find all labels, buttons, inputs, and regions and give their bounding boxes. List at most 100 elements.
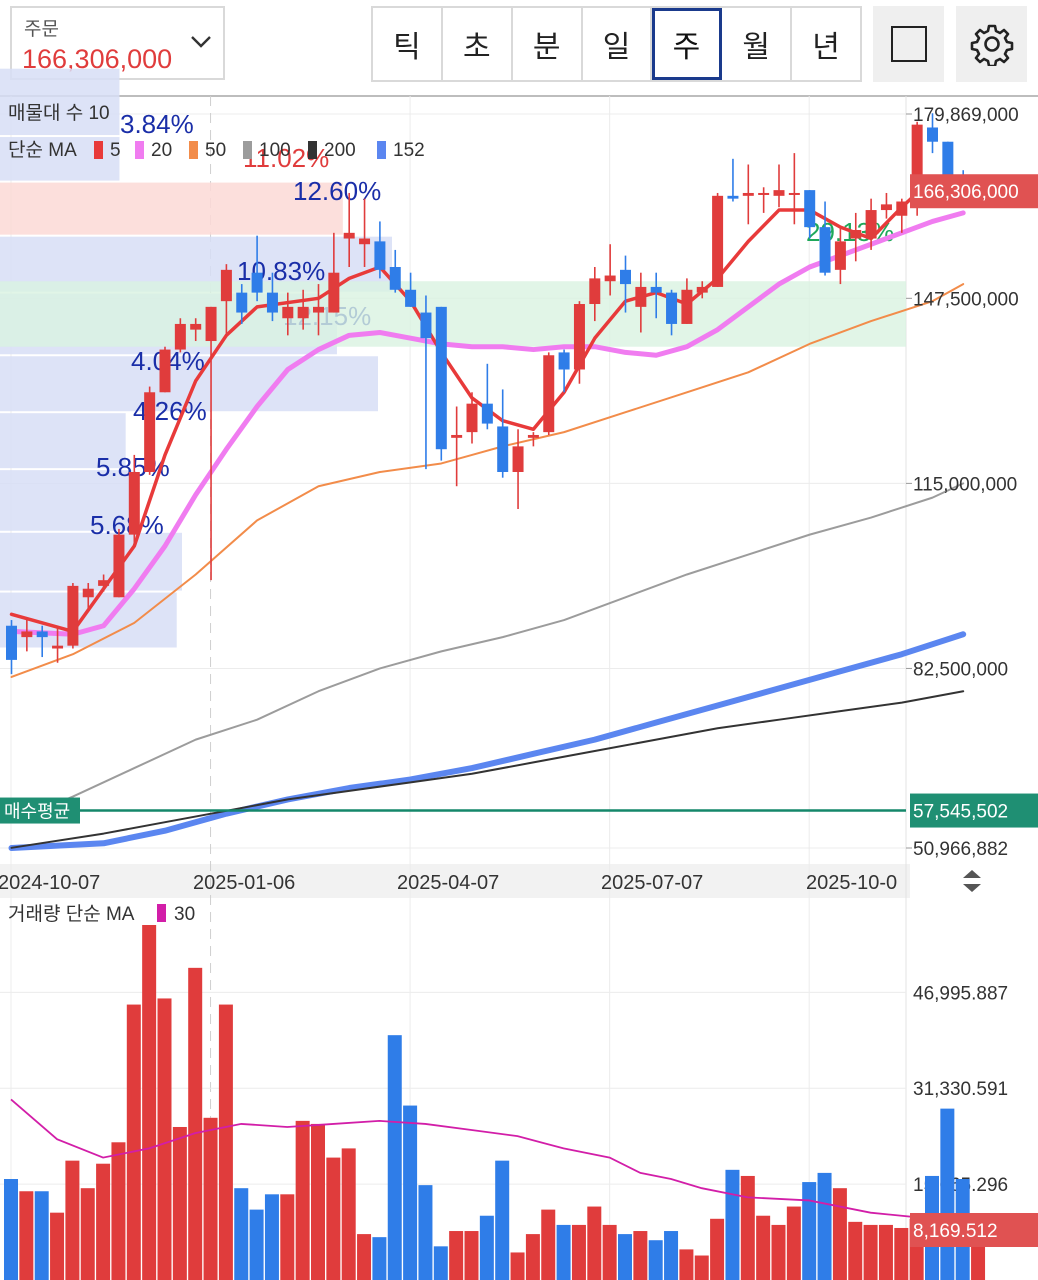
volume-bar <box>80 1188 95 1280</box>
candle-body <box>389 266 401 290</box>
candle-body <box>527 434 539 438</box>
current-price-label: 166,306,000 <box>913 182 1019 203</box>
candle-body <box>819 227 831 273</box>
chart-legend: 매물대 수 10 단순 MA 5 20 50 100 200 152 거래량 단순 MA 30 <box>8 102 425 925</box>
moving-averages <box>8 176 967 851</box>
volume-bar <box>418 1185 433 1280</box>
purchase-average-line: 매수평균 <box>0 797 906 824</box>
purchase-average-label: 매수평균 <box>4 802 70 822</box>
volume-bar <box>326 1157 341 1280</box>
volume-bar <box>510 1252 525 1280</box>
order-selector[interactable]: 주문 166,306,000 <box>10 6 225 80</box>
candle-body <box>804 190 816 228</box>
volume-bar <box>740 1175 755 1280</box>
candle-body <box>282 306 294 319</box>
purchase-average-value-label: 57,545,502 <box>913 802 1008 823</box>
period-week-button[interactable]: 주 <box>652 8 723 80</box>
order-label: 주문 <box>24 19 59 40</box>
settings-button[interactable] <box>956 6 1027 82</box>
ma-legend-label: 152 <box>393 140 425 161</box>
date-tick-label: 2025-10-0 <box>806 872 897 894</box>
period-day-button[interactable]: 일 <box>583 8 653 80</box>
candle-body <box>159 349 171 393</box>
ma-legend-swatch <box>243 141 252 159</box>
ma-legend-label: 100 <box>259 140 291 161</box>
gear-icon <box>970 24 1013 66</box>
volume-bar <box>602 1224 617 1280</box>
candle-body <box>205 306 217 342</box>
volume-legend-prefix: 거래량 단순 MA <box>8 903 135 925</box>
candle-body <box>144 392 156 472</box>
price-tick-label: 82,500,000 <box>913 659 1008 680</box>
volume-bar <box>756 1215 771 1280</box>
ma-legend-label: 50 <box>205 140 226 161</box>
price-tick-label: 147,500,000 <box>913 289 1019 310</box>
period-year-button[interactable]: 년 <box>812 31 840 64</box>
x-axis: 2024-10-07 2025-01-06 2025-04-07 2025-07-07… <box>0 872 897 894</box>
ma-legend-label: 5 <box>110 140 121 161</box>
volume-bar <box>295 1120 310 1280</box>
fullscreen-button[interactable] <box>873 6 944 82</box>
ma50-line <box>10 283 965 678</box>
volume-bar <box>19 1191 34 1280</box>
volume-bar <box>188 967 203 1280</box>
updown-arrows-icon <box>963 870 981 892</box>
volume-bar <box>802 1182 817 1280</box>
candle-body <box>174 323 186 350</box>
purchase-average-value-tag <box>910 793 1038 828</box>
volume-bar <box>403 1105 418 1280</box>
period-minute-button[interactable]: 분 <box>513 8 583 80</box>
candle-body <box>113 534 125 598</box>
candles <box>6 113 969 675</box>
volume-bar <box>556 1224 571 1280</box>
current-price-tag <box>910 174 1038 209</box>
chevron-down-icon[interactable] <box>189 34 213 50</box>
candle-body <box>635 286 647 307</box>
ma-legend-prefix: 단순 MA <box>8 139 77 161</box>
volume-bar <box>34 1191 49 1280</box>
price-tick-label: 115,000,000 <box>913 474 1017 495</box>
candle-body <box>573 304 585 370</box>
candle-body <box>911 124 923 208</box>
candle-body <box>788 192 800 195</box>
period-tick-button[interactable]: 틱 <box>373 8 443 80</box>
volume-tick-label: 46,995.887 <box>913 983 1008 1004</box>
candle-body <box>266 292 278 313</box>
volume-bar <box>894 1227 909 1280</box>
volume-bar <box>311 1123 325 1280</box>
candle-body <box>36 631 48 638</box>
volume-bar <box>280 1194 295 1280</box>
candle-body <box>512 446 524 472</box>
candle-body <box>650 286 662 293</box>
volume-last-label: 8,169.512 <box>913 1221 998 1242</box>
volume-bar <box>479 1215 494 1280</box>
candle-body <box>82 588 94 598</box>
volume-bar <box>172 1126 187 1280</box>
volume-bar <box>50 1212 65 1280</box>
date-tick-label: 2025-07-07 <box>601 872 703 894</box>
volume-bar <box>142 925 157 1280</box>
y-axis: 179,869,000 147,500,000 115,000,000 82,500,… <box>906 105 1038 892</box>
candle-body <box>604 275 616 282</box>
volume-bar <box>249 1209 264 1280</box>
candle-body <box>297 306 309 319</box>
candle-body <box>98 580 110 586</box>
period-month-button[interactable]: 월 <box>722 8 793 80</box>
volume-bar <box>372 1237 387 1280</box>
ma-legend-label: 20 <box>151 140 172 161</box>
volume-profile-bar <box>0 356 378 412</box>
volume-profile-legend: 매물대 수 10 <box>8 102 110 124</box>
price-tick-label: 50,966,882 <box>913 839 1008 860</box>
candle-body <box>420 312 432 339</box>
period-second-button[interactable]: 초 <box>443 8 513 80</box>
volume-profile-bar <box>0 413 126 469</box>
volume-bar <box>96 1163 111 1280</box>
candle-body <box>220 269 232 302</box>
volume-profile-bar <box>0 470 133 531</box>
ma20-line <box>9 210 966 637</box>
x-axis-band <box>0 864 910 898</box>
volume-bar <box>541 1209 556 1280</box>
highlight-zone-band <box>0 281 906 347</box>
candle-body <box>727 195 739 199</box>
